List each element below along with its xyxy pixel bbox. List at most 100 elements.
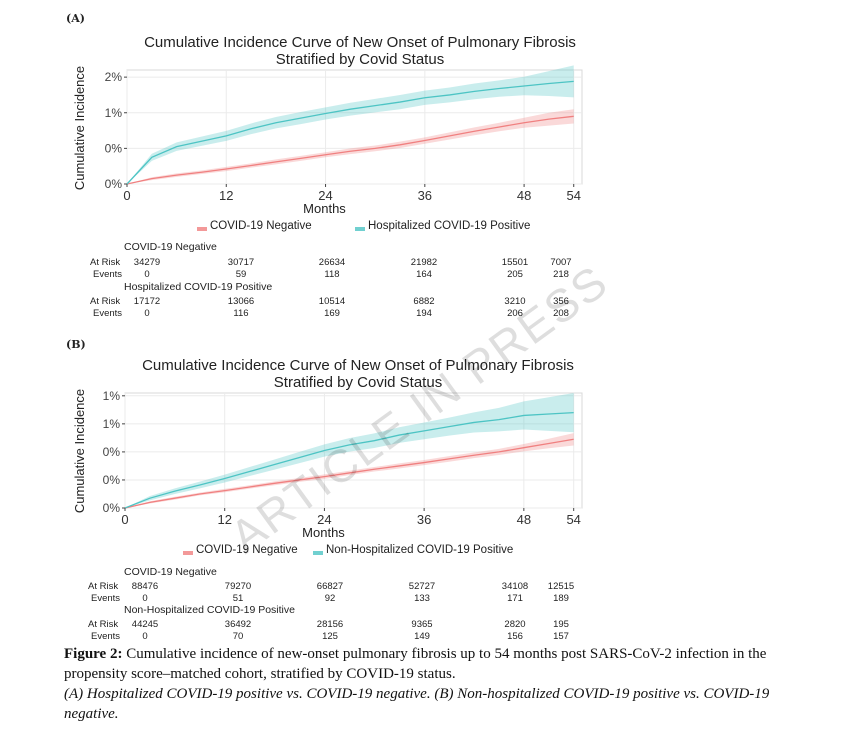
risk-at-risk-value: 30717 xyxy=(227,257,255,268)
risk-event-value: 0 xyxy=(142,631,148,642)
risk-at-risk-value: 3210 xyxy=(504,296,526,307)
legend-swatch-positive xyxy=(313,551,323,555)
risk-event-value: 92 xyxy=(324,593,336,604)
risk-group2-title-a: Hospitalized COVID-19 Positive xyxy=(124,281,273,293)
risk-event-value: 218 xyxy=(553,269,569,280)
risk-event-value: 206 xyxy=(507,308,523,319)
risk-at-risk-value: 17172 xyxy=(133,296,161,307)
y-tick-label: 1% xyxy=(103,417,121,431)
risk-event-value: 70 xyxy=(232,631,244,642)
legend-swatch-positive xyxy=(355,227,365,231)
panel-label-b: (B) xyxy=(66,338,86,351)
at-risk-label: At Risk xyxy=(90,257,121,268)
risk-event-value: 205 xyxy=(507,269,523,280)
x-tick-label: 12 xyxy=(219,188,233,203)
y-tick-label: 0% xyxy=(103,501,121,515)
risk-at-risk-value: 10514 xyxy=(318,296,346,307)
risk-at-risk-value: 7007 xyxy=(550,257,572,268)
panel-label-a: (A) xyxy=(66,12,85,25)
y-tick-label: 0% xyxy=(103,445,121,459)
risk-table-b: COVID-19 Negative At Risk Events Non-Hos… xyxy=(88,566,575,643)
x-tick-label: 24 xyxy=(318,188,332,203)
risk-event-value: 59 xyxy=(235,269,247,280)
x-tick-label: 24 xyxy=(317,512,331,527)
events-label: Events xyxy=(91,593,121,604)
x-tick-label: 54 xyxy=(566,512,580,527)
risk-group1-title-b: COVID-19 Negative xyxy=(124,566,217,578)
legend-label-negative-b: COVID-19 Negative xyxy=(196,544,298,556)
chart-title-b-line1: Cumulative Incidence Curve of New Onset … xyxy=(142,357,574,374)
risk-event-value: 0 xyxy=(142,593,148,604)
chart-b: 0 12 24 36 48 54 0% 0% 0% 1% 1% Months Cumulative In… xyxy=(72,389,583,540)
y-tick-label: 1% xyxy=(103,389,121,403)
legend-swatch-negative xyxy=(197,227,207,231)
ci-band-series-2 xyxy=(127,65,574,184)
plot-area xyxy=(126,69,583,185)
risk-at-risk-value: 12515 xyxy=(547,581,575,592)
risk-at-risk-value: 9365 xyxy=(411,619,433,630)
events-label: Events xyxy=(91,631,121,642)
risk-event-value: 156 xyxy=(507,631,523,642)
series-line-1 xyxy=(124,438,574,509)
risk-event-value: 208 xyxy=(553,308,569,319)
x-tick-label: 48 xyxy=(517,188,531,203)
risk-event-value: 116 xyxy=(233,308,249,319)
chart-title-b-line2: Stratified by Covid Status xyxy=(273,374,443,391)
risk-at-risk-value: 26634 xyxy=(318,257,346,268)
ci-band-series-2 xyxy=(125,393,574,508)
y-tick-label: 2% xyxy=(105,70,123,84)
risk-event-value: 169 xyxy=(324,308,340,319)
x-tick-label: 36 xyxy=(417,512,431,527)
risk-at-risk-value: 21982 xyxy=(410,257,438,268)
y-axis-label: Cumulative Incidence xyxy=(72,66,87,190)
risk-at-risk-value: 52727 xyxy=(408,581,436,592)
x-axis-label: Months xyxy=(302,525,345,540)
x-tick-label: 0 xyxy=(123,188,130,203)
risk-at-risk-value: 88476 xyxy=(131,581,159,592)
at-risk-label: At Risk xyxy=(88,581,119,592)
risk-event-value: 51 xyxy=(232,593,244,604)
events-label: Events xyxy=(93,269,123,280)
risk-event-value: 149 xyxy=(414,631,430,642)
risk-at-risk-value: 195 xyxy=(553,619,569,630)
risk-at-risk-value: 6882 xyxy=(413,296,435,307)
legend-label-negative-a: COVID-19 Negative xyxy=(210,220,312,232)
legend-label-positive-b: Non-Hospitalized COVID-19 Positive xyxy=(326,544,514,556)
risk-at-risk-value: 66827 xyxy=(316,581,344,592)
risk-at-risk-value: 79270 xyxy=(224,581,252,592)
risk-at-risk-value: 2820 xyxy=(504,619,526,630)
risk-event-value: 118 xyxy=(324,269,340,280)
x-tick-label: 12 xyxy=(217,512,231,527)
series-line-2 xyxy=(124,411,574,509)
risk-event-value: 157 xyxy=(553,631,569,642)
y-axis-label: Cumulative Incidence xyxy=(72,389,87,513)
legend-label-positive-a: Hospitalized COVID-19 Positive xyxy=(368,220,531,232)
y-tick-label: 0% xyxy=(105,141,123,155)
risk-group1-title-a: COVID-19 Negative xyxy=(124,241,217,253)
ci-band-series-1 xyxy=(127,109,574,184)
risk-event-value: 189 xyxy=(553,593,569,604)
risk-table-a: COVID-19 Negative At Risk Events Hospita… xyxy=(0,0,846,330)
risk-event-value: 133 xyxy=(414,593,430,604)
caption-panels-text: (A) Hospitalized COVID-19 positive vs. C… xyxy=(64,686,770,722)
risk-at-risk-value: 34108 xyxy=(501,581,529,592)
chart-title-a: Cumulative Incidence Curve of New Onset … xyxy=(80,34,640,68)
risk-at-risk-value: 13066 xyxy=(227,296,255,307)
risk-group2-title-b: Non-Hospitalized COVID-19 Positive xyxy=(124,604,295,616)
x-tick-label: 48 xyxy=(517,512,531,527)
risk-at-risk-value: 15501 xyxy=(501,257,529,268)
y-tick-label: 1% xyxy=(105,106,123,120)
x-tick-label: 36 xyxy=(418,188,432,203)
chart-title-a-line1: Cumulative Incidence Curve of New Onset … xyxy=(144,34,576,51)
y-tick-label: 0% xyxy=(103,473,121,487)
risk-event-value: 0 xyxy=(144,269,150,280)
x-axis-label: Months xyxy=(303,201,346,216)
risk-event-value: 194 xyxy=(416,308,432,319)
x-tick-label: 54 xyxy=(566,188,580,203)
risk-at-risk-value: 28156 xyxy=(316,619,344,630)
risk-event-value: 0 xyxy=(144,308,150,319)
figure-caption: Figure 2: Cumulative incidence of new-on… xyxy=(64,644,824,724)
y-tick-label: 0% xyxy=(105,177,123,191)
risk-at-risk-value: 356 xyxy=(553,296,569,307)
risk-at-risk-value: 36492 xyxy=(224,619,252,630)
